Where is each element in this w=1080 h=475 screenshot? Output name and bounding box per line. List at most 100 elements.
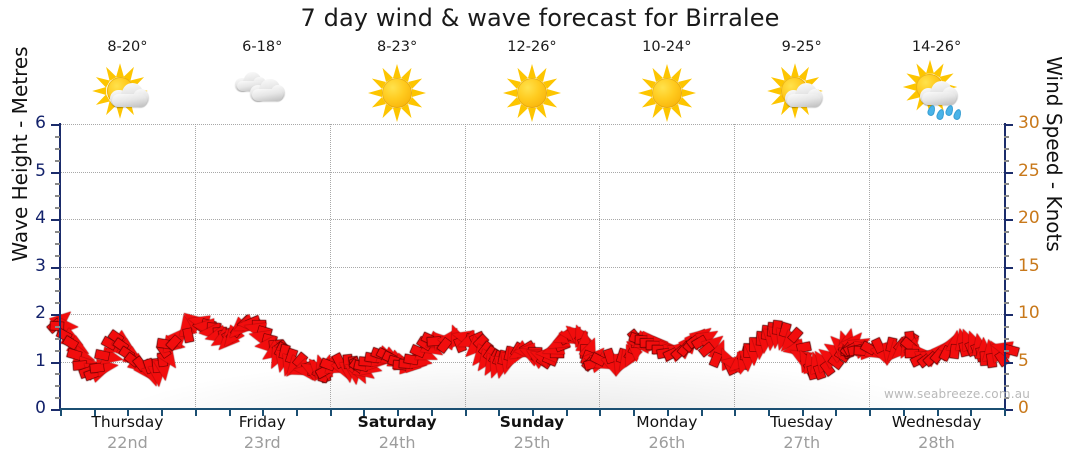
- temperature-range: 8-20°: [107, 39, 148, 55]
- day-name: Tuesday: [770, 413, 834, 431]
- right-axis-tick: [1004, 314, 1013, 316]
- right-axis-tick-label: 15: [1018, 255, 1040, 276]
- bottom-axis-tick: [902, 409, 905, 416]
- left-axis-tick: [51, 314, 60, 316]
- right-axis-minor-tick: [1004, 290, 1009, 293]
- day-name: Monday: [636, 413, 698, 431]
- right-axis-minor-tick: [1004, 385, 1009, 388]
- day-date: 27th: [783, 433, 821, 452]
- sunny-icon: [499, 64, 565, 122]
- gridline-vertical: [329, 124, 331, 409]
- day-date: 26th: [648, 433, 686, 452]
- sun-behind-cloud-icon: [92, 63, 160, 121]
- gridline-vertical: [464, 124, 466, 409]
- bottom-axis-tick: [498, 409, 501, 416]
- right-axis-tick: [1004, 266, 1013, 269]
- gridline-horizontal: [60, 171, 1004, 173]
- bottom-axis-tick: [666, 409, 669, 416]
- day-name: Thursday: [91, 413, 164, 431]
- day-label: Sunday 25th: [465, 412, 600, 454]
- bottom-axis-tick: [228, 409, 231, 416]
- bottom-axis-tick: [430, 409, 433, 416]
- right-axis-tick: [1004, 409, 1013, 411]
- bottom-axis-tick: [835, 409, 838, 416]
- page-title: 7 day wind & wave forecast for Birralee: [300, 4, 780, 32]
- bottom-axis-tick: [936, 409, 939, 416]
- right-axis-tick-label: 5: [1018, 350, 1029, 371]
- bottom-axis-tick: [633, 409, 636, 416]
- temperature-range: 6-18°: [242, 39, 283, 55]
- gridline-horizontal: [60, 266, 1004, 268]
- right-axis-minor-tick: [1004, 337, 1009, 340]
- right-axis-tick-label: 30: [1018, 113, 1040, 133]
- right-axis-minor-tick: [1004, 373, 1009, 376]
- left-axis-minor-tick: [55, 325, 60, 328]
- left-axis-tick: [51, 361, 60, 364]
- watermark: www.seabreeze.com.au: [884, 387, 1031, 401]
- gridline-vertical: [869, 124, 871, 409]
- bottom-axis-tick: [801, 409, 804, 416]
- right-axis-minor-tick: [1004, 254, 1009, 257]
- bottom-axis-tick: [970, 409, 973, 416]
- sun-behind-cloud-icon: [766, 63, 835, 121]
- right-axis-tick-label: 0: [1018, 398, 1029, 418]
- right-axis-minor-tick: [1004, 242, 1009, 245]
- right-axis-minor-tick: [1004, 135, 1009, 138]
- sunny-icon: [634, 64, 700, 122]
- temperature-range: 10-24°: [642, 39, 692, 55]
- left-axis-minor-tick: [55, 349, 60, 352]
- day-label: Thursday 22nd: [60, 412, 195, 454]
- bottom-axis-tick: [363, 409, 366, 416]
- left-axis-tick-label: 4: [35, 208, 46, 228]
- bottom-axis-tick: [397, 409, 400, 416]
- cloudy-icon: [229, 65, 295, 121]
- temperature-range: 12-26°: [507, 39, 557, 55]
- gridline-horizontal: [60, 219, 1004, 220]
- gridline-vertical: [734, 124, 736, 409]
- bottom-axis-tick: [700, 409, 703, 416]
- left-axis-minor-tick: [55, 159, 60, 162]
- right-axis-tick: [1004, 171, 1013, 174]
- left-axis-minor-tick: [55, 254, 60, 257]
- left-axis-tick-label: 2: [35, 303, 46, 323]
- gridline-vertical: [194, 124, 196, 409]
- left-axis-minor-tick: [55, 337, 60, 340]
- left-axis-minor-tick: [55, 385, 60, 388]
- left-axis-tick-label: 6: [35, 113, 46, 133]
- day-forecast-header: 8-20°: [60, 40, 195, 126]
- left-axis-minor-tick: [55, 183, 60, 186]
- gridline-horizontal: [60, 314, 1004, 315]
- left-axis-title: Wave Height - Metres: [8, 46, 32, 262]
- day-forecast-header: 8-23°: [330, 40, 465, 126]
- left-axis-tick: [51, 266, 60, 269]
- right-axis-minor-tick: [1004, 325, 1009, 328]
- day-name: Sunday: [499, 413, 565, 431]
- right-axis-minor-tick: [1004, 397, 1009, 400]
- left-axis-tick-label: 5: [35, 160, 46, 181]
- day-forecast-header: 6-18°: [195, 40, 330, 126]
- left-axis-minor-tick: [55, 147, 60, 150]
- left-axis-minor-tick: [55, 397, 60, 400]
- right-axis-tick: [1004, 219, 1013, 221]
- day-date: 22nd: [107, 433, 148, 452]
- day-date: 24th: [378, 433, 416, 452]
- bottom-axis-tick: [1004, 409, 1006, 416]
- right-axis-minor-tick: [1004, 195, 1009, 198]
- day-forecast-header: 12-26°: [465, 40, 600, 126]
- bottom-axis-tick: [532, 409, 534, 416]
- day-date: 28th: [918, 433, 955, 452]
- left-axis-minor-tick: [55, 242, 60, 245]
- chart-plot-area: [48, 124, 1014, 409]
- left-axis-line: [59, 123, 61, 410]
- left-axis-tick-label: 3: [35, 255, 46, 276]
- day-label: Tuesday 27th: [734, 412, 869, 454]
- right-axis-minor-tick: [1004, 159, 1009, 162]
- bottom-axis-tick: [194, 409, 197, 416]
- gridline-vertical: [599, 124, 601, 409]
- day-label: Wednesday 28th: [869, 412, 1004, 454]
- bottom-axis-tick: [734, 409, 737, 416]
- bottom-axis-tick: [464, 409, 467, 416]
- right-axis-minor-tick: [1004, 207, 1009, 210]
- left-axis-minor-tick: [55, 302, 60, 305]
